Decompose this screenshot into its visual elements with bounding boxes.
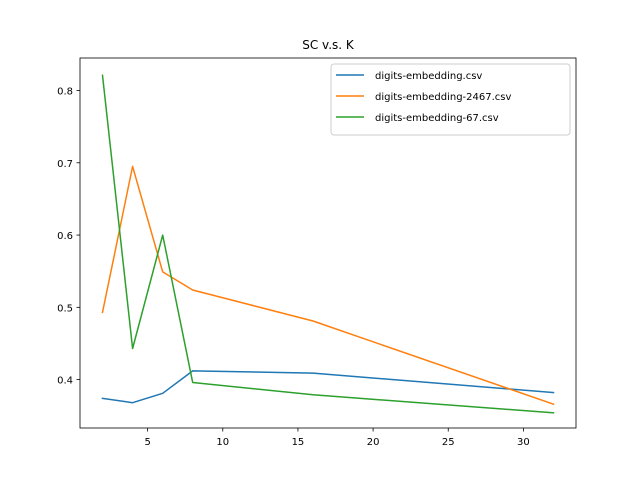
x-tick-label: 30 <box>517 437 530 448</box>
y-tick-label: 0.7 <box>57 159 73 170</box>
plot-area <box>101 74 555 414</box>
y-tick-label: 0.5 <box>57 303 73 314</box>
y-tick-label: 0.4 <box>57 376 73 387</box>
series-line-2 <box>101 165 555 406</box>
y-tick-label: 0.8 <box>57 87 73 98</box>
series-line-3 <box>101 74 555 414</box>
x-tick-label: 10 <box>216 437 229 448</box>
chart-title: SC v.s. K <box>302 38 355 52</box>
x-tick-label: 25 <box>442 437 455 448</box>
axes: 5 10 15 20 25 30 0.4 0.5 0.6 0.7 0.8 <box>57 87 530 448</box>
legend-box <box>330 63 571 136</box>
x-tick-label: 5 <box>144 437 150 448</box>
series-line-1 <box>101 370 555 404</box>
legend-label: digits-embedding-2467.csv <box>375 92 511 103</box>
axes-frame <box>79 57 577 429</box>
y-tick-label: 0.6 <box>57 231 73 242</box>
x-tick-label: 20 <box>367 437 380 448</box>
legend: digits-embedding.csv digits-embedding-246… <box>330 63 571 136</box>
x-tick-label: 15 <box>292 437 305 448</box>
legend-label: digits-embedding.csv <box>375 71 482 82</box>
legend-label: digits-embedding-67.csv <box>375 113 499 124</box>
